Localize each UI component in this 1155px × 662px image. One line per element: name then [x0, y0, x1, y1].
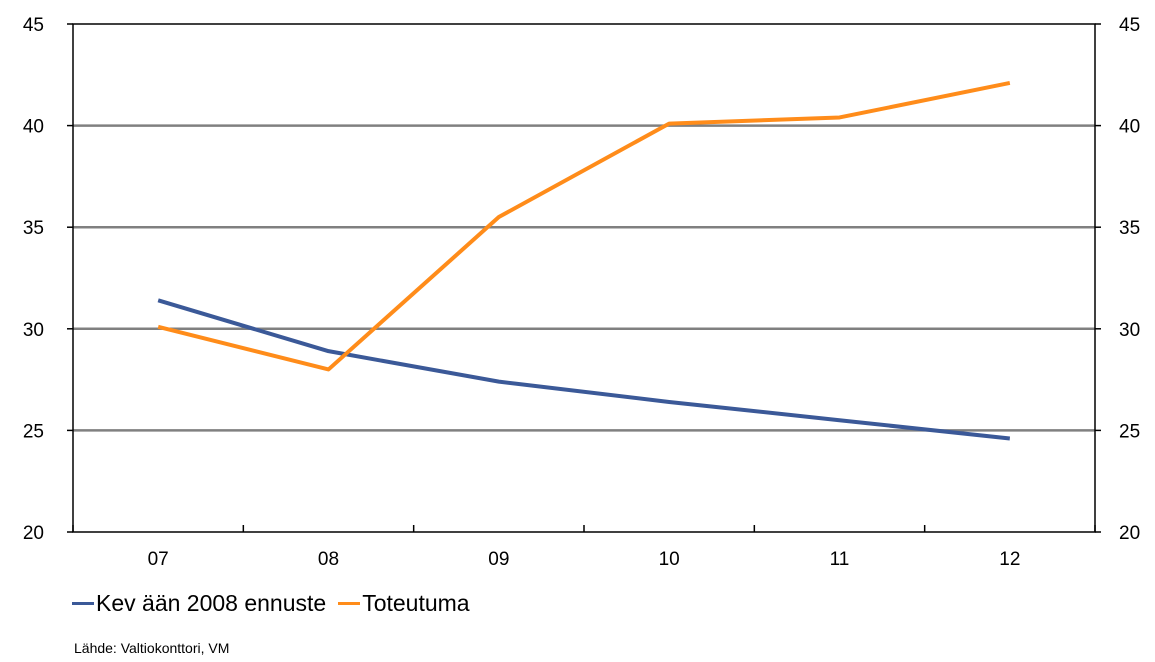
source-note: Lähde: Valtiokonttori, VM	[74, 640, 230, 656]
y2-tick-label: 25	[1119, 421, 1140, 442]
y2-tick-label: 45	[1119, 15, 1140, 36]
x-tick-label: 07	[148, 549, 169, 570]
x-tick-label: 08	[318, 549, 339, 570]
y2-tick-label: 20	[1119, 523, 1140, 544]
series-line-actual	[157, 80, 1011, 372]
legend-swatch-forecast	[72, 602, 94, 605]
legend-label-forecast: Kev ään 2008 ennuste	[96, 590, 327, 616]
legend-item-forecast: Kev ään 2008 ennuste	[72, 590, 326, 617]
x-tick-label: 10	[659, 549, 680, 570]
y-tick-label: 30	[23, 320, 44, 341]
y-tick-label: 35	[23, 218, 44, 239]
y2-tick-label: 40	[1119, 117, 1140, 138]
y-tick-label: 45	[23, 15, 44, 36]
y2-tick-label: 30	[1119, 320, 1140, 341]
x-axis: 07 08 09 10 11 12	[72, 525, 1096, 570]
y-tick-label: 40	[23, 117, 44, 138]
y-axis-right: 20 25 30 35 40 45	[1095, 15, 1140, 544]
series-line-forecast	[157, 298, 1011, 441]
legend-item-actual: Toteutuma	[338, 590, 470, 617]
legend-swatch-actual	[338, 602, 361, 605]
legend-label-actual: Toteutuma	[362, 590, 470, 616]
series-lines	[157, 80, 1011, 441]
y-tick-label: 25	[23, 421, 44, 442]
y2-tick-label: 35	[1119, 218, 1140, 239]
y-axis-left: 20 25 30 35 40 45	[23, 15, 73, 544]
legend: Kev ään 2008 ennuste Toteutuma	[72, 590, 482, 617]
x-tick-label: 11	[830, 549, 850, 570]
x-tick-label: 12	[999, 549, 1020, 570]
x-tick-label: 09	[488, 549, 509, 570]
plot-area-frame	[72, 23, 1096, 533]
y-tick-label: 20	[23, 523, 44, 544]
